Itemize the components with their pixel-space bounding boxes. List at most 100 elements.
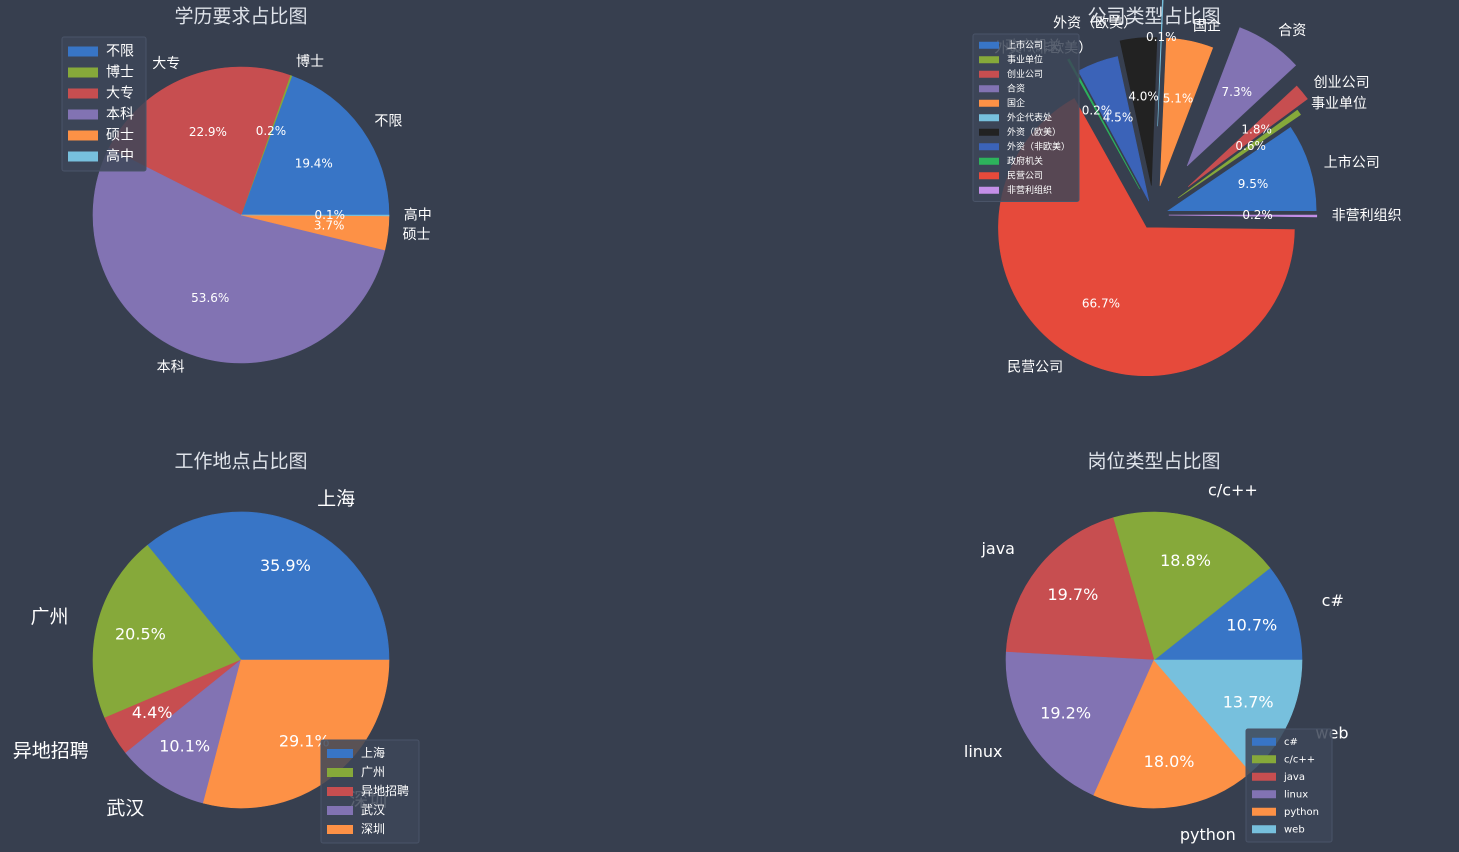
category-label: 上海 (317, 488, 355, 510)
category-label: 大专 (152, 56, 180, 72)
legend-label: 异地招聘 (361, 784, 409, 798)
category-label: 高中 (404, 207, 432, 224)
percent-label: 0.1% (1146, 30, 1177, 44)
pie-slice-非营利组织 (1168, 214, 1318, 218)
chart-title: 公司类型占比图 (1087, 6, 1220, 28)
percent-label: 18.8% (1160, 551, 1211, 570)
legend-swatch (979, 70, 999, 78)
legend-label: 上海 (361, 745, 385, 760)
percent-label: 5.1% (1163, 92, 1194, 106)
slice-labels: 19.4% 不限 0.2% 博士 22.9% 大专 53.6% 本科 3.7% 硕士 0.1% 高中 (152, 53, 432, 376)
legend-label: 事业单位 (1007, 53, 1043, 65)
legend-swatch (1252, 755, 1276, 764)
legend-swatch (979, 41, 999, 49)
legend-swatch (68, 67, 98, 78)
wedges (92, 66, 390, 364)
category-label: 广州 (31, 606, 69, 628)
chart-title: 岗位类型占比图 (1087, 451, 1220, 473)
percent-label: 4.4% (132, 703, 173, 722)
legend-label: 本科 (106, 107, 134, 123)
wedges (1005, 511, 1303, 809)
percent-label: 0.2% (1082, 104, 1113, 118)
legend-label: 大专 (106, 86, 134, 102)
legend-label: 深圳 (361, 822, 385, 836)
pie-chart-2: 公司类型占比图 9.5% 上市公司 0.6% 事业单位 1.8% 创业公司 7.3% 合资 5.1… (972, 0, 1402, 377)
pie-slice-高中 (240, 214, 390, 217)
legend-swatch (1252, 737, 1276, 746)
category-label: 创业公司 (1314, 75, 1370, 91)
legend-swatch (1252, 825, 1276, 834)
category-label: 武汉 (106, 798, 144, 820)
legend-label: 高中 (106, 148, 134, 165)
legend-label: 合资 (1007, 82, 1025, 94)
category-label: c/c++ (1208, 480, 1258, 499)
category-label: 非营利组织 (1332, 208, 1402, 224)
legend-label: 外资（欧美） (1007, 126, 1061, 138)
category-label: 本科 (157, 360, 185, 376)
percent-label: 4.5% (1103, 110, 1134, 124)
pie-slice-合资 (1186, 27, 1297, 167)
legend-box (972, 33, 1080, 202)
legend-swatch (68, 109, 98, 120)
legend-label: web (1284, 824, 1305, 835)
legend-label: 武汉 (361, 803, 385, 817)
pie-slice-广州 (92, 544, 242, 719)
legend-swatch (1252, 790, 1276, 799)
percent-label: 19.4% (295, 157, 333, 171)
pie-slice-国企 (1159, 37, 1214, 187)
legend-swatch (68, 151, 98, 162)
category-label: 硕士 (403, 227, 431, 243)
legend-swatch (68, 130, 98, 141)
category-label: 合资 (1278, 23, 1306, 39)
legend-label: 国企 (1007, 97, 1025, 109)
legend-label: c/c++ (1284, 754, 1315, 765)
category-label: 民营公司 (1007, 360, 1063, 376)
percent-label: 0.1% (315, 208, 346, 222)
category-label: 不限 (374, 114, 402, 130)
legend-label: 政府机关 (1007, 155, 1043, 167)
pie-slice-上海 (146, 511, 390, 661)
percent-label: 0.6% (1235, 139, 1266, 153)
legend-label: 博士 (106, 64, 134, 81)
legend-label: 民营公司 (1007, 169, 1043, 181)
percent-label: 66.7% (1082, 297, 1120, 311)
pie-slice-c# (1153, 567, 1303, 661)
category-label: 上市公司 (1324, 154, 1380, 171)
pie-slice-不限 (240, 75, 390, 216)
category-label: java (980, 539, 1015, 558)
percent-label: 53.6% (191, 291, 229, 305)
pie-slice-武汉 (125, 659, 242, 804)
legend-label: 不限 (106, 44, 134, 60)
legend-label: 硕士 (106, 128, 134, 144)
percent-label: 3.7% (314, 218, 345, 232)
legend-swatch (68, 88, 98, 99)
legend-swatch (979, 157, 999, 165)
category-label: 外资（欧美） (1053, 15, 1137, 31)
percent-label: 19.7% (1047, 585, 1098, 604)
legend-swatch (327, 749, 353, 758)
legend-swatch (979, 56, 999, 64)
legend-swatch (979, 186, 999, 194)
percent-label: 29.1% (279, 732, 330, 751)
legend-label: 广州 (361, 765, 385, 779)
legend-swatch (979, 128, 999, 136)
chart-title: 学历要求占比图 (174, 6, 307, 28)
percent-label: 7.3% (1222, 85, 1253, 99)
pie-slice-外资（欧美） (1119, 37, 1158, 186)
percent-label: 20.5% (115, 625, 166, 644)
percent-label: 35.9% (260, 556, 311, 575)
pie-slice-外企代表处 (1157, 0, 1164, 127)
category-label: 博士 (296, 53, 324, 70)
legend-label: 外资（非欧美） (1007, 140, 1070, 152)
wedges (92, 511, 390, 809)
legend-swatch (1252, 807, 1276, 816)
category-label: 事业单位 (1311, 96, 1367, 112)
legend-label: python (1284, 807, 1319, 818)
category-label: linux (964, 742, 1003, 761)
legend-swatch (979, 172, 999, 180)
legend-swatch (979, 114, 999, 122)
legend-swatch (327, 806, 353, 815)
